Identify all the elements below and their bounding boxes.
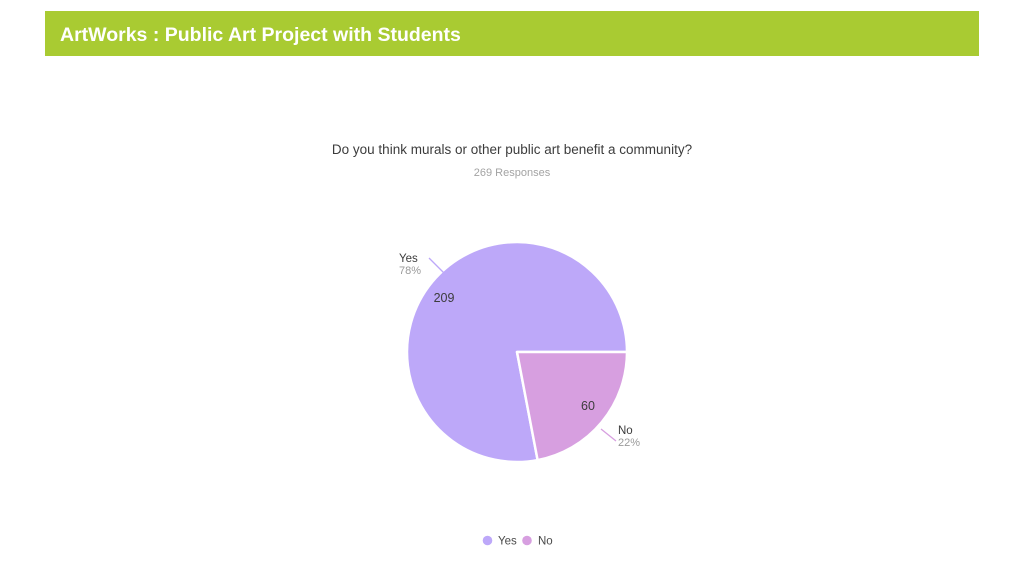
svg-text:209: 209 — [434, 291, 455, 305]
svg-text:22%: 22% — [618, 437, 640, 449]
svg-text:78%: 78% — [399, 265, 421, 277]
svg-text:No: No — [538, 536, 553, 548]
svg-text:60: 60 — [581, 399, 595, 413]
svg-text:Yes: Yes — [498, 536, 517, 548]
svg-text:No: No — [618, 425, 633, 437]
svg-text:Yes: Yes — [399, 253, 418, 265]
